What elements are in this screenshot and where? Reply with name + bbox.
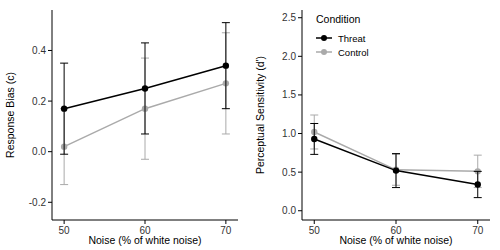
error-bar-part: [141, 159, 149, 160]
error-bar: [222, 23, 230, 109]
legend: Condition Threat Control: [316, 13, 369, 58]
y-tick-label: 0.0: [32, 146, 46, 157]
y-tick: [298, 210, 302, 211]
point: [311, 136, 317, 142]
legend-label: Threat: [338, 33, 366, 44]
error-bar-part: [310, 154, 318, 155]
legend-title: Condition: [316, 13, 361, 25]
x-axis-title: Noise (% of white noise): [88, 234, 201, 246]
error-bar-part: [474, 197, 482, 198]
error-bar-part: [60, 63, 68, 64]
point: [223, 62, 229, 68]
x-tick: [225, 220, 226, 224]
error-bar: [474, 155, 482, 187]
x-tick-label: 70: [220, 225, 232, 236]
x-tick: [145, 220, 146, 224]
x-tick-label: 50: [59, 225, 71, 236]
y-tick-label: 0.4: [32, 45, 46, 56]
error-bar: [310, 123, 318, 154]
error-bar-part: [222, 133, 230, 134]
error-bar-part: [60, 154, 68, 155]
y-tick-label: 2.0: [282, 51, 296, 62]
x-tick-label: 50: [309, 225, 321, 236]
plot-area: [60, 23, 230, 185]
y-axis-line: [52, 10, 53, 220]
error-bar-part: [474, 171, 482, 172]
x-tick-label: 70: [472, 225, 484, 236]
point: [142, 85, 148, 91]
panel: 0.00.51.01.52.02.5506070Noise (% of whit…: [254, 10, 490, 246]
error-bar-part: [392, 187, 400, 188]
x-tick: [314, 220, 315, 224]
y-tick-label: 0.0: [282, 205, 296, 216]
x-axis-title: Noise (% of white noise): [339, 234, 452, 246]
y-tick: [298, 133, 302, 134]
y-tick: [48, 50, 52, 51]
series-line: [314, 139, 477, 185]
y-tick-label: 1.5: [282, 89, 296, 100]
y-axis-line: [302, 10, 303, 220]
legend-marker: [321, 49, 327, 55]
series-line: [64, 66, 226, 109]
error-bar-part: [222, 108, 230, 109]
x-tick: [396, 220, 397, 224]
y-tick: [48, 101, 52, 102]
x-tick: [477, 220, 478, 224]
error-bar: [392, 154, 400, 188]
error-bar-part: [310, 123, 318, 124]
point: [61, 105, 67, 111]
y-tick: [298, 94, 302, 95]
point: [393, 167, 399, 173]
legend-label: Control: [338, 47, 369, 58]
y-axis-title: Perceptual Sensitivity (d'): [254, 56, 266, 174]
y-tick: [298, 172, 302, 173]
y-tick: [298, 17, 302, 18]
error-bar: [474, 171, 482, 197]
legend-marker: [321, 35, 327, 41]
error-bar-part: [310, 115, 318, 116]
error-bar: [60, 63, 68, 154]
y-tick-label: -0.2: [29, 197, 47, 208]
x-tick: [64, 220, 65, 224]
panel: -0.20.00.20.4506070Noise (% of white noi…: [4, 10, 238, 246]
y-tick: [48, 151, 52, 152]
point: [393, 167, 399, 173]
y-axis-title: Response Bias (c): [4, 72, 16, 158]
figure: -0.20.00.20.4506070Noise (% of white noi…: [0, 0, 500, 250]
error-bar-part: [474, 155, 482, 156]
error-bar-part: [141, 133, 149, 134]
y-tick-label: 0.2: [32, 96, 46, 107]
y-tick-label: 0.5: [282, 167, 296, 178]
error-bar: [141, 43, 149, 134]
y-tick-label: 2.5: [282, 12, 296, 23]
error-bar-part: [222, 22, 230, 23]
y-tick: [48, 202, 52, 203]
error-bar-part: [60, 184, 68, 185]
y-tick-label: 1.0: [282, 128, 296, 139]
error-bar-part: [392, 153, 400, 154]
error-bar-part: [141, 42, 149, 43]
point: [475, 181, 481, 187]
plot-area: [310, 115, 481, 198]
y-tick: [298, 56, 302, 57]
